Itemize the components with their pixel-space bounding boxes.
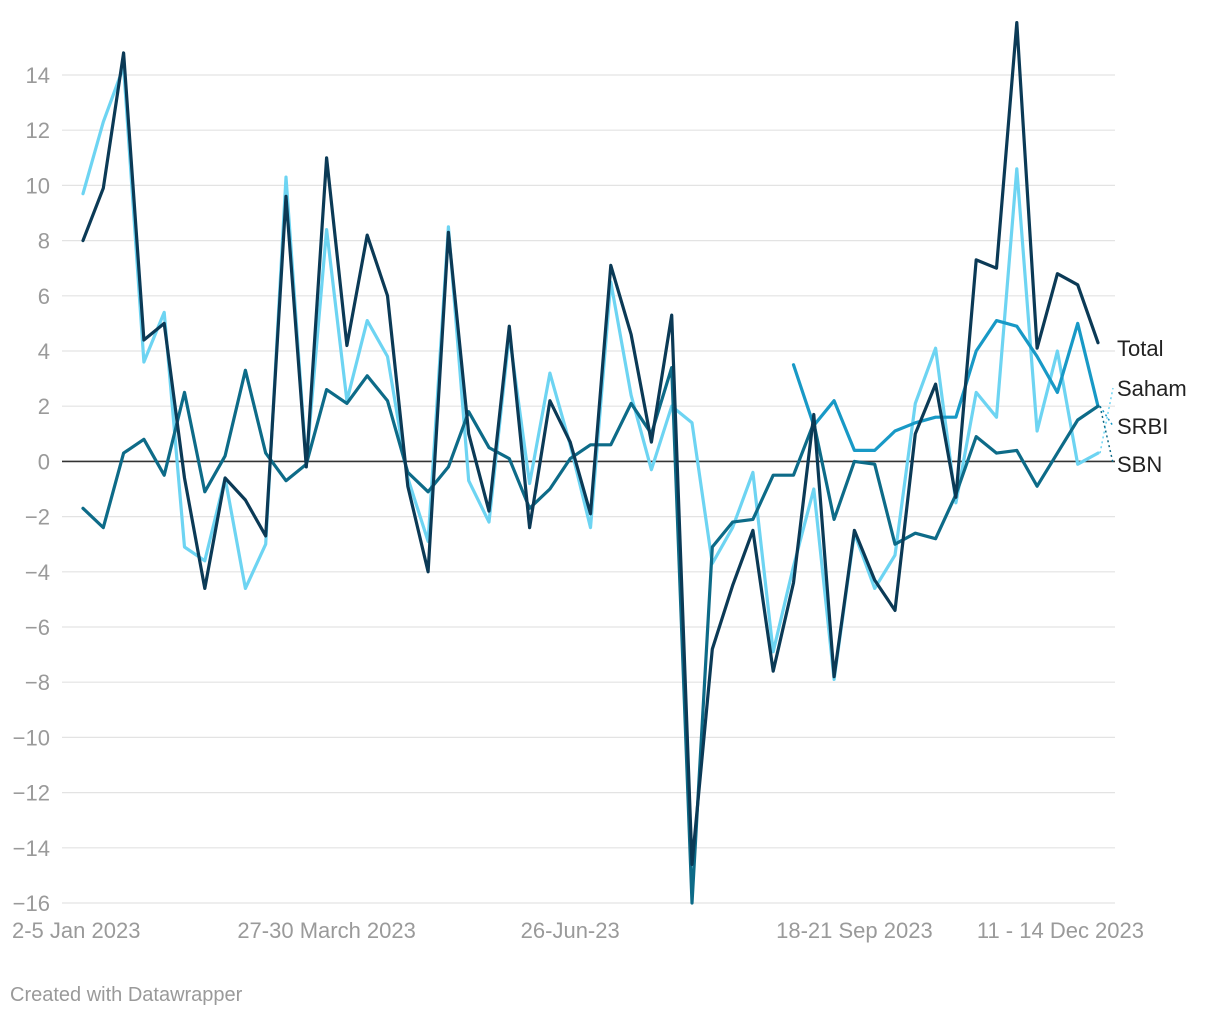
x-tick-label: 11 - 14 Dec 2023 — [977, 918, 1144, 943]
y-tick-label: −8 — [25, 670, 50, 695]
series-line-sbn — [81, 366, 1100, 905]
x-axis-tick-labels: 2-5 Jan 2023 27-30 March 2023 26-Jun-23 18-… — [12, 918, 1144, 943]
line-chart: 14 12 10 8 6 4 2 0 −2 −4 −6 −8 −10 −12 −14 −16 Total Sah… — [12, 21, 1187, 943]
y-tick-label: 10 — [26, 173, 50, 198]
y-tick-label: 12 — [26, 118, 50, 143]
y-tick-label: −10 — [13, 725, 50, 750]
label-connector-srbi — [1099, 405, 1114, 427]
y-tick-label: −2 — [25, 505, 50, 530]
y-tick-label: 14 — [26, 63, 50, 88]
label-connector-sbn — [1099, 406, 1114, 464]
y-tick-label: 0 — [38, 449, 50, 474]
x-tick-label: 2-5 Jan 2023 — [12, 918, 140, 943]
y-tick-label: −14 — [13, 836, 50, 861]
y-axis-tick-labels: 14 12 10 8 6 4 2 0 −2 −4 −6 −8 −10 −12 −14 −16 — [13, 63, 50, 916]
y-tick-label: −16 — [13, 891, 50, 916]
grid-lines — [62, 74, 1115, 904]
y-tick-label: 4 — [38, 339, 50, 364]
series-line-srbi — [791, 319, 1100, 452]
y-tick-label: 6 — [38, 284, 50, 309]
label-connector-saham — [1099, 387, 1114, 454]
x-tick-label: 26-Jun-23 — [521, 918, 620, 943]
series-label-srbi: SRBI — [1117, 414, 1168, 439]
series-label-saham: Saham — [1117, 376, 1187, 401]
datawrapper-credit: Created with Datawrapper — [10, 984, 243, 1006]
y-tick-label: 8 — [38, 229, 50, 254]
series-lines — [81, 21, 1100, 905]
series-label-sbn: SBN — [1117, 452, 1162, 477]
y-tick-label: 2 — [38, 394, 50, 419]
x-tick-label: 27-30 March 2023 — [237, 918, 416, 943]
y-tick-label: −12 — [13, 781, 50, 806]
series-line-saham — [81, 65, 1100, 681]
y-tick-label: −4 — [25, 560, 50, 585]
x-tick-label: 18-21 Sep 2023 — [776, 918, 933, 943]
series-label-total: Total — [1117, 336, 1163, 361]
series-labels: Total Saham SRBI SBN — [1099, 336, 1187, 477]
y-tick-label: −6 — [25, 615, 50, 640]
series-line-total — [81, 21, 1100, 866]
